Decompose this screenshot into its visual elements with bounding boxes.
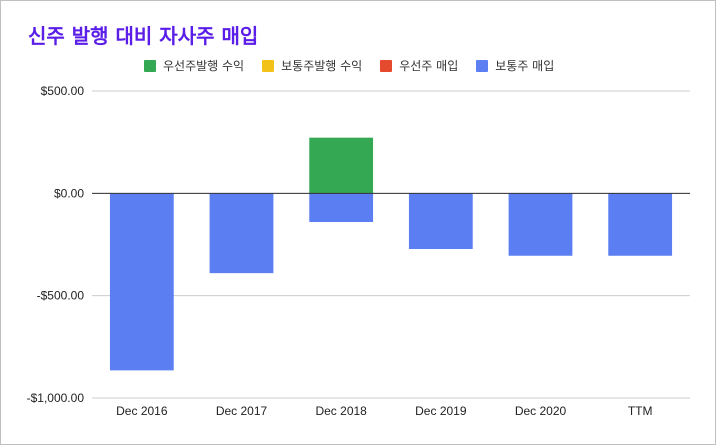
legend-item-preferred-issuance[interactable]: 우선주발행 수익 <box>144 57 244 74</box>
y-tick-label: -$1,000.00 <box>27 391 85 405</box>
legend-swatch <box>262 59 275 72</box>
legend-swatch <box>476 59 489 72</box>
x-tick-label: Dec 2020 <box>515 404 567 418</box>
bar-ttm-series-3[interactable] <box>608 193 673 256</box>
legend-swatch <box>144 59 156 72</box>
legend-label: 우선주발행 수익 <box>163 59 245 73</box>
bar-dec-2018-series-0[interactable] <box>309 137 374 194</box>
bars <box>109 137 673 371</box>
legend-item-preferred-buyback[interactable]: 우선주 매입 <box>380 57 458 74</box>
bar-dec-2019-series-3[interactable] <box>408 193 473 250</box>
y-tick-label: $0.00 <box>54 186 84 200</box>
bar-dec-2016-series-3[interactable] <box>109 193 174 371</box>
x-tick-label: TTM <box>628 404 653 418</box>
legend-label: 우선주 매입 <box>399 59 459 73</box>
legend-item-common-issuance[interactable]: 보통주발행 수익 <box>262 57 362 74</box>
y-tick-label: -$500.00 <box>37 289 85 303</box>
x-axis-labels: Dec 2016 Dec 2017 Dec 2018 Dec 2019 Dec 2020… <box>116 404 652 418</box>
x-tick-label: Dec 2016 <box>116 404 168 418</box>
bar-dec-2017-series-3[interactable] <box>209 193 274 274</box>
legend-item-common-buyback[interactable]: 보통주 매입 <box>476 57 554 74</box>
gridlines <box>92 90 690 399</box>
legend-swatch <box>380 59 393 72</box>
bar-dec-2020-series-3[interactable] <box>508 193 573 256</box>
bar-dec-2018-series-3[interactable] <box>309 193 374 222</box>
x-tick-label: Dec 2018 <box>315 404 367 418</box>
legend-label: 보통주 매입 <box>495 59 555 73</box>
y-axis-labels: $500.00 $0.00 -$500.00 -$1,000.00 <box>27 84 85 405</box>
chart-title: 신주 발행 대비 자사주 매입 <box>28 24 259 48</box>
legend: 우선주발행 수익 보통주발행 수익 우선주 매입 보통주 매입 <box>144 57 554 74</box>
legend-label: 보통주발행 수익 <box>281 59 363 73</box>
x-tick-label: Dec 2017 <box>216 404 268 418</box>
y-tick-label: $500.00 <box>41 84 85 98</box>
x-tick-label: Dec 2019 <box>415 404 467 418</box>
